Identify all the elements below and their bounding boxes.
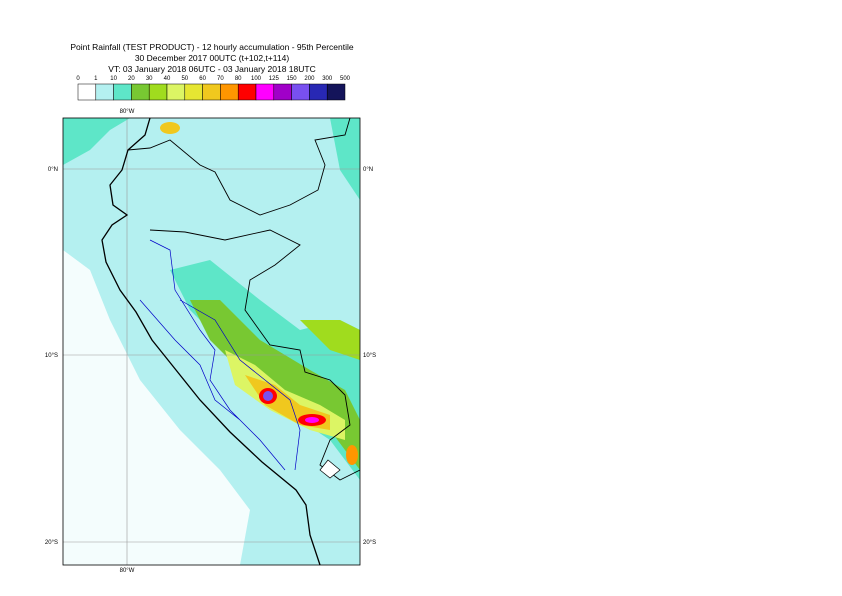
lon-label: 80°W [120, 568, 135, 574]
colorbar-label: 50 [181, 76, 188, 82]
lat-label: 20°S [363, 540, 376, 546]
colorbar-label: 300 [322, 76, 333, 82]
rain-peak [160, 122, 180, 134]
colorbar: 0 1 10 20 30 40 50 60 70 80 100 125 150 200 300 500 [76, 76, 351, 101]
lon-label: 80°W [120, 109, 135, 115]
colorbar-label: 70 [217, 76, 224, 82]
lake [319, 459, 341, 479]
colorbar-swatch [309, 83, 328, 101]
lat-label: 0°N [363, 167, 373, 173]
colorbar-label: 80 [235, 76, 242, 82]
subtitle: 30 December 2017 00UTC (t+102,t+114) [135, 53, 290, 63]
colorbar-label: 60 [199, 76, 206, 82]
lat-label: 0°N [48, 167, 58, 173]
colorbar-swatch [273, 83, 292, 101]
subtitle: VT: 03 January 2018 06UTC - 03 January 2… [108, 64, 315, 74]
colorbar-swatch [77, 83, 97, 101]
colorbar-swatch [220, 83, 239, 101]
colorbar-label: 20 [128, 76, 135, 82]
dry-area [63, 250, 250, 565]
region-border [139, 239, 301, 471]
lat-label: 20°S [45, 540, 58, 546]
map-frame [62, 117, 361, 566]
rain-peak [305, 417, 319, 423]
colorbar-label: 40 [164, 76, 171, 82]
map [63, 118, 360, 565]
rain-area [330, 118, 360, 200]
colorbar-swatch [255, 83, 275, 101]
colorbar-label: 30 [146, 76, 153, 82]
colorbar-swatch [237, 83, 257, 101]
colorbar-swatch [184, 83, 203, 101]
colorbar-label: 125 [269, 76, 280, 82]
colorbar-label: 0 [76, 76, 80, 82]
colorbar-label: 200 [304, 76, 315, 82]
colorbar-label: 150 [287, 76, 298, 82]
colorbar-label: 10 [110, 76, 117, 82]
colorbar-swatch [95, 83, 114, 101]
rain-peak [263, 391, 273, 401]
colorbar-swatch [202, 83, 221, 101]
colorbar-label: 500 [340, 76, 351, 82]
colorbar-swatch [166, 83, 186, 101]
border [127, 118, 360, 481]
colorbar-label: 1 [94, 76, 98, 82]
lat-label: 10°S [45, 353, 58, 359]
rain-area [300, 320, 360, 360]
colorbar-swatch [291, 83, 310, 101]
rain-area [63, 118, 130, 165]
coastline [101, 118, 321, 565]
title: Point Rainfall (TEST PRODUCT) - 12 hourl… [70, 42, 354, 52]
colorbar-swatch [113, 83, 132, 101]
colorbar-swatch [326, 83, 346, 101]
colorbar-swatch [148, 83, 168, 101]
lat-label: 10°S [363, 353, 376, 359]
colorbar-label: 100 [251, 76, 262, 82]
rain-peak [346, 445, 358, 465]
colorbar-swatch [131, 83, 150, 101]
